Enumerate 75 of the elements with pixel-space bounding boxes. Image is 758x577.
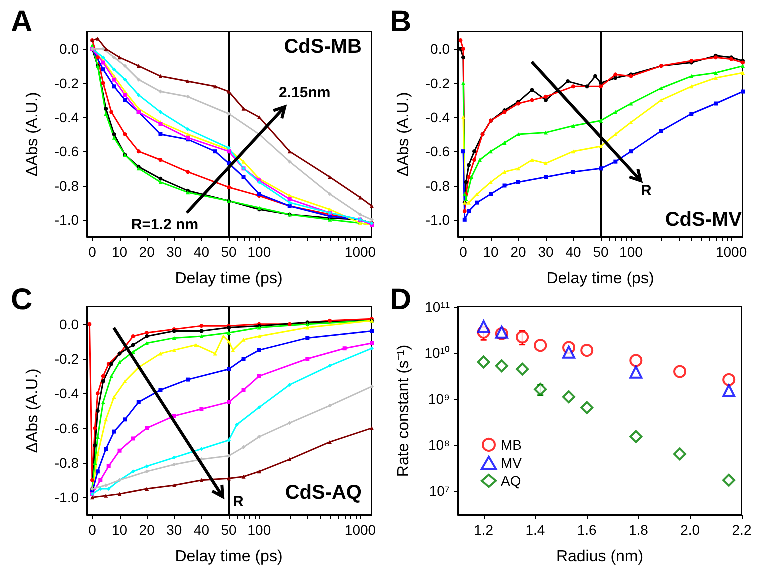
y-tick-label: -0.8 — [54, 178, 80, 194]
x-tick-label: 0 — [88, 244, 97, 260]
x-tick-label: 50 — [221, 244, 237, 260]
y-tick-label: -0.6 — [54, 144, 80, 160]
x-axis-title: Delay time (ps) — [175, 270, 283, 288]
legend-label: MV — [501, 455, 523, 471]
x-tick-label: 2.0 — [680, 522, 700, 538]
x-tick-label: 1.8 — [628, 522, 649, 538]
legend-label: AQ — [501, 473, 522, 489]
y-tick-label: 0.0 — [430, 41, 450, 58]
x-axis-title: Delay time (ps) — [175, 548, 283, 566]
y-tick-label: -0.8 — [426, 178, 450, 194]
y-tick-label: 0.0 — [60, 316, 80, 332]
x-tick-label: 30 — [538, 244, 554, 260]
x-axis-title: Radius (nm) — [556, 548, 644, 566]
y-tick-label: 0.0 — [60, 41, 80, 58]
y-tick-label: 10⁹ — [428, 390, 450, 407]
x-tick-label: 10 — [112, 522, 128, 538]
y-tick-label: -0.2 — [54, 75, 80, 92]
y-tick-label: -1.0 — [54, 490, 80, 506]
y-tick-label: 10⁸ — [428, 436, 450, 453]
x-tick-label: 2.2 — [732, 522, 752, 538]
x-tick-label: 100 — [248, 244, 272, 260]
x-tick-label: 40 — [194, 522, 210, 538]
legend-label: MB — [501, 437, 522, 453]
annotation: CdS-AQ — [285, 482, 362, 504]
y-tick-label: -0.4 — [54, 386, 80, 402]
x-tick-label: 0 — [88, 522, 97, 538]
y-tick-label: -0.4 — [426, 109, 450, 126]
y-tick-label: -0.4 — [54, 109, 80, 126]
y-tick-label: -0.6 — [426, 144, 450, 160]
annotation: R — [641, 182, 652, 200]
y-axis-title: ΔAbs (A.U.) — [24, 368, 42, 454]
x-tick-label: 1000 — [344, 244, 376, 260]
annotation: R=1.2 nm — [131, 216, 199, 234]
x-tick-label: 10 — [112, 244, 128, 260]
x-tick-label: 40 — [194, 244, 210, 260]
x-tick-label: 30 — [166, 244, 182, 260]
x-tick-label: 1000 — [716, 244, 748, 260]
y-tick-label: -1.0 — [426, 212, 450, 228]
y-tick-label: 10⁷ — [429, 482, 450, 499]
x-tick-label: 100 — [620, 244, 644, 260]
annotation: CdS-MV — [665, 209, 743, 231]
annotation: R — [233, 494, 244, 510]
x-tick-label: 20 — [139, 522, 156, 538]
x-tick-label: 0 — [460, 244, 468, 260]
annotation: 2.15nm — [279, 84, 331, 102]
annotation: CdS-MB — [284, 36, 362, 58]
x-tick-label: 1.4 — [526, 522, 546, 538]
y-axis-title: ΔAbs (A.U.) — [24, 92, 42, 177]
y-axis-title: ΔAbs (A.U.) — [396, 92, 412, 177]
x-tick-label: 1000 — [344, 522, 376, 538]
x-tick-label: 100 — [248, 522, 272, 538]
chart-title: C — [11, 284, 33, 316]
y-tick-label: -1.0 — [54, 212, 80, 228]
y-tick-label: -0.2 — [54, 351, 80, 367]
x-tick-label: 40 — [566, 244, 582, 260]
x-tick-label: 10 — [483, 244, 499, 260]
x-tick-label: 20 — [510, 244, 526, 260]
x-tick-label: 30 — [166, 522, 182, 538]
chart-title: A — [11, 6, 33, 38]
y-axis-title: Rate constant (s⁻¹) — [396, 344, 412, 478]
y-tick-label: 10¹¹ — [425, 299, 450, 315]
chart-title: D — [390, 284, 412, 316]
x-tick-label: 1.6 — [577, 522, 598, 538]
x-axis-title: Delay time (ps) — [546, 270, 654, 288]
x-tick-label: 50 — [221, 522, 237, 538]
x-tick-label: 20 — [139, 244, 156, 260]
x-tick-label: 1.2 — [474, 522, 494, 538]
x-tick-label: 50 — [593, 244, 609, 260]
y-tick-label: -0.6 — [54, 420, 80, 436]
y-tick-label: 10¹⁰ — [424, 344, 450, 361]
y-tick-label: -0.8 — [54, 455, 80, 471]
chart-title: B — [390, 6, 412, 38]
y-tick-label: -0.2 — [426, 75, 450, 92]
